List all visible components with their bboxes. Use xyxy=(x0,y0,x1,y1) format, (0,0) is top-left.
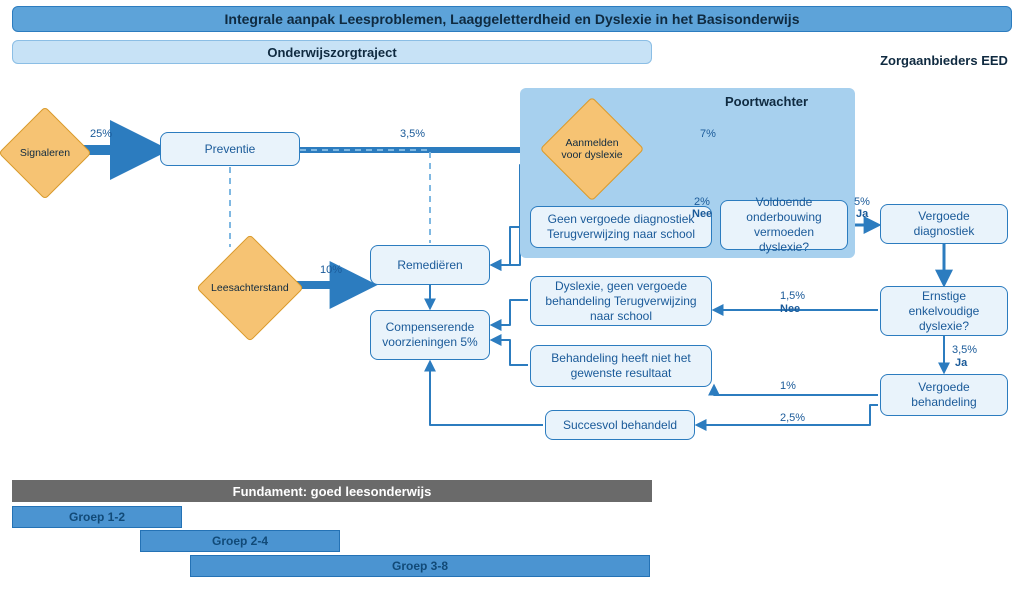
section-left-label: Onderwijszorgtraject xyxy=(267,45,396,60)
node-preventie: Preventie xyxy=(160,132,300,166)
section-zorgaanbieders: Zorgaanbieders EED xyxy=(870,40,1018,80)
node-compenserende: Compenserende voorzieningen 5% xyxy=(370,310,490,360)
node-comp-label: Compenserende voorzieningen 5% xyxy=(379,320,481,350)
node-ern-label: Ernstige enkelvoudige dyslexie? xyxy=(889,289,999,334)
edge-label-nee2: Nee xyxy=(780,303,800,315)
node-voldoende: Voldoende onderbouwing vermoeden dyslexi… xyxy=(720,200,848,250)
page-title: Integrale aanpak Leesproblemen, Laaggele… xyxy=(12,6,1012,32)
bar-g24-label: Groep 2-4 xyxy=(212,534,268,548)
diamond-signaleren-label: Signaleren xyxy=(13,147,77,159)
node-vdiag-label: Vergoede diagnostiek xyxy=(889,209,999,239)
diamond-leesachterstand-label: Leesachterstand xyxy=(211,282,289,294)
edge-label-1-5: 1,5% xyxy=(780,290,805,302)
section-onderwijszorgtraject: Onderwijszorgtraject xyxy=(12,40,652,64)
edge-label-nee1: Nee xyxy=(692,208,712,220)
section-right-label: Zorgaanbieders EED xyxy=(880,53,1008,68)
node-vergoede-diagnostiek: Vergoede diagnostiek xyxy=(880,204,1008,244)
node-dyslexie-geen: Dyslexie, geen vergoede behandeling Teru… xyxy=(530,276,712,326)
node-preventie-label: Preventie xyxy=(205,142,256,157)
diamond-leesachterstand: Leesachterstand xyxy=(196,234,303,341)
edge-label-10: 10% xyxy=(320,264,342,276)
bar-groep-3-8: Groep 3-8 xyxy=(190,555,650,577)
node-vbeh-label: Vergoede behandeling xyxy=(889,380,999,410)
bar-fundament-label: Fundament: goed leesonderwijs xyxy=(233,484,432,499)
edge-label-2-nee: 2% xyxy=(694,196,710,208)
bar-fundament: Fundament: goed leesonderwijs xyxy=(12,480,652,502)
node-behandeling-niet: Behandeling heeft niet het gewenste resu… xyxy=(530,345,712,387)
poortwachter-text: Poortwachter xyxy=(725,94,808,109)
poortwachter-label: Poortwachter xyxy=(725,94,808,109)
edge-label-ja1: Ja xyxy=(856,208,868,220)
node-vergoede-behandeling: Vergoede behandeling xyxy=(880,374,1008,416)
node-geen-label: Geen vergoede diagnostiek Terugverwijzin… xyxy=(539,212,703,242)
node-voldoende-label: Voldoende onderbouwing vermoeden dyslexi… xyxy=(729,195,839,255)
edge-label-7: 7% xyxy=(700,128,716,140)
node-dysg-label: Dyslexie, geen vergoede behandeling Teru… xyxy=(539,279,703,324)
node-suc-label: Succesvol behandeld xyxy=(563,418,677,433)
bar-groep-2-4: Groep 2-4 xyxy=(140,530,340,552)
node-remedieren-label: Remediëren xyxy=(397,258,462,273)
node-geen-diagnostiek: Geen vergoede diagnostiek Terugverwijzin… xyxy=(530,206,712,248)
bar-g38-label: Groep 3-8 xyxy=(392,559,448,573)
edge-label-1: 1% xyxy=(780,380,796,392)
bar-g12-label: Groep 1-2 xyxy=(69,510,125,524)
page-title-text: Integrale aanpak Leesproblemen, Laaggele… xyxy=(225,11,800,27)
node-bniet-label: Behandeling heeft niet het gewenste resu… xyxy=(539,351,703,381)
edge-label-25: 25% xyxy=(90,128,112,140)
edge-label-5-ja: 5% xyxy=(854,196,870,208)
diamond-aanmelden-label: Aanmelden voor dyslexie xyxy=(556,137,628,161)
node-remedieren: Remediëren xyxy=(370,245,490,285)
node-succesvol: Succesvol behandeld xyxy=(545,410,695,440)
node-ernstige: Ernstige enkelvoudige dyslexie? xyxy=(880,286,1008,336)
edge-label-3-5b: 3,5% xyxy=(952,344,977,356)
edge-label-2-5: 2,5% xyxy=(780,412,805,424)
bar-groep-1-2: Groep 1-2 xyxy=(12,506,182,528)
edge-label-3-5: 3,5% xyxy=(400,128,425,140)
diamond-signaleren: Signaleren xyxy=(0,106,92,199)
edge-label-ja2: Ja xyxy=(955,357,967,369)
